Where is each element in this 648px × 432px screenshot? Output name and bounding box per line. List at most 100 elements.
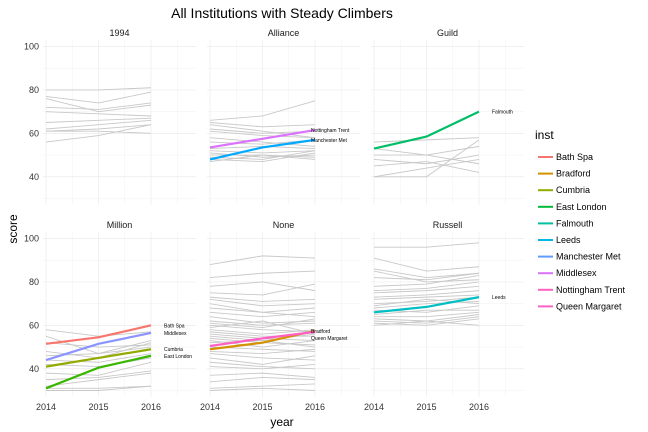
facet-panels: 1994 40 60 80 100 Alliance Nottingham Trent Man… — [24, 28, 524, 412]
series-line-other — [209, 329, 316, 335]
series-line-other — [209, 311, 316, 318]
series-line-other — [209, 298, 316, 307]
strip-label: 1994 — [109, 28, 129, 38]
y-tick-label: 60 — [29, 128, 39, 138]
series-line-other — [373, 154, 480, 165]
series-line-queen-margaret — [209, 330, 316, 348]
y-tick-label: 80 — [29, 85, 39, 95]
series-line-other — [209, 355, 316, 365]
gridlines — [371, 40, 524, 205]
series-line-nottingham-trent — [209, 129, 316, 149]
x-tick-label: 2014 — [200, 402, 220, 412]
strip-label: None — [273, 220, 295, 230]
series-line-other — [209, 150, 316, 160]
series-line-other — [209, 152, 316, 163]
series-line-other — [373, 285, 480, 294]
series-line-falmouth — [373, 110, 480, 150]
strip-label: Alliance — [268, 28, 300, 38]
panel-1994: 1994 40 60 80 100 — [24, 28, 196, 205]
series-line-east-london — [45, 354, 152, 390]
series-line-other — [46, 130, 152, 134]
series-line-other — [374, 311, 480, 318]
series-line-other — [209, 130, 316, 139]
end-label-bath-spa: Bath Spa — [164, 323, 185, 329]
series-line-other — [209, 137, 316, 147]
legend-label-nottingham-trent: Nottingham Trent — [556, 285, 626, 295]
x-tick-label: 2015 — [252, 402, 272, 412]
legend-label-leeds: Leeds — [556, 235, 581, 245]
legend-label-middlesex: Middlesex — [556, 268, 597, 278]
series-line-other — [373, 316, 480, 324]
series-line-other — [373, 257, 480, 272]
series-line-other — [374, 154, 480, 165]
series-line-other — [45, 361, 152, 376]
series-line-other — [209, 270, 316, 279]
gridlines — [207, 40, 360, 205]
series-line-other — [373, 161, 480, 173]
series-line-other — [209, 383, 316, 389]
strip-label: Million — [107, 220, 133, 230]
legend-label-manchester-met: Manchester Met — [556, 252, 621, 262]
x-tick-label: 2016 — [469, 402, 489, 412]
strip-label: Guild — [437, 28, 458, 38]
series-line-other — [373, 274, 480, 287]
series-line-other — [209, 307, 316, 318]
panel-alliance: Alliance Nottingham Trent Manchester Met — [207, 28, 360, 205]
series-line-other — [209, 100, 316, 121]
series-line-other — [46, 385, 152, 391]
series-line-other — [209, 318, 316, 328]
series-line-other — [373, 296, 480, 305]
series-line-other — [374, 242, 480, 248]
series-line-other — [209, 296, 316, 302]
series-line-other — [209, 372, 316, 378]
legend-label-bradford: Bradford — [556, 169, 591, 179]
panel-guild: Guild Falmouth — [371, 28, 524, 205]
series-line-other — [45, 124, 152, 132]
series-line-other — [209, 124, 316, 139]
strip-label: Russell — [433, 220, 463, 230]
series-line-middlesex — [45, 331, 152, 362]
series-line-other — [46, 87, 152, 91]
series-line-other — [209, 283, 316, 296]
legend-label-cumbria: Cumbria — [556, 185, 590, 195]
series-line-other — [373, 281, 480, 292]
series-line-other — [373, 270, 480, 283]
series-line-other — [373, 309, 479, 315]
y-tick-label: 60 — [29, 320, 39, 330]
series-line-other — [373, 158, 480, 178]
end-label-bradford: Bradford — [311, 329, 330, 335]
gridlines — [207, 232, 360, 397]
legend-title: inst — [535, 128, 554, 142]
series-line-other — [45, 353, 152, 363]
end-label-middlesex: Middlesex — [164, 331, 187, 337]
panel-million: Million 40 60 80 100 2014 2015 2016 Bath Spa Midd… — [24, 220, 196, 412]
legend: inst Bath Spa Bradford Cumbria East London F… — [535, 128, 626, 311]
series-line-other — [209, 320, 316, 326]
series-line-other — [46, 385, 152, 389]
series-line-other — [45, 98, 152, 113]
series-line-other — [45, 117, 152, 123]
series-line-other — [374, 139, 480, 178]
y-tick-label: 100 — [24, 234, 39, 244]
x-tick-label: 2015 — [88, 402, 108, 412]
panel-russell: Russell 2014 2015 2016 Leeds — [364, 220, 524, 412]
end-label-nottingham-trent: Nottingham Trent — [311, 128, 350, 134]
y-tick-label: 80 — [29, 277, 39, 287]
series-line-other — [373, 137, 480, 143]
x-axis-title: year — [270, 415, 293, 429]
series-line-other — [45, 124, 152, 143]
series-line-other — [209, 150, 316, 154]
series-line-other — [373, 268, 480, 279]
end-label-cumbria: Cumbria — [164, 347, 183, 353]
series-line-other — [45, 111, 152, 117]
end-label-falmouth: Falmouth — [492, 110, 513, 116]
series-line-other — [209, 122, 316, 128]
series-line-other — [45, 370, 152, 381]
x-tick-label: 2015 — [416, 402, 436, 412]
end-label-leeds: Leeds — [492, 295, 506, 301]
series-line-other — [373, 320, 480, 326]
series-line-other — [373, 290, 480, 298]
series-line-other — [209, 320, 316, 335]
